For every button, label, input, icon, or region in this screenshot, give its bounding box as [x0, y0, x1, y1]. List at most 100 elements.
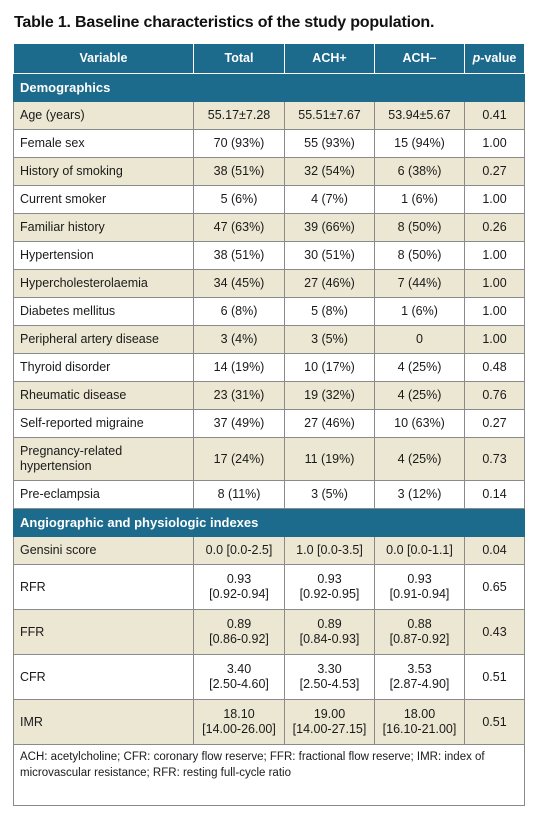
cell-ach-pos: 3.30 [2.50-4.53]: [284, 654, 375, 700]
cell-p-value: 1.00: [464, 129, 525, 158]
cell-total: 34 (45%): [193, 269, 285, 298]
cell-p-value: 0.43: [464, 609, 525, 655]
cell-ach-neg: 15 (94%): [374, 129, 465, 158]
cell-total: 3.40 [2.50-4.60]: [193, 654, 285, 700]
cell-ach-neg: 7 (44%): [374, 269, 465, 298]
table-row: Self-reported migraine 37 (49%) 27 (46%) 10…: [13, 409, 525, 438]
cell-ach-neg: 1 (6%): [374, 185, 465, 214]
cell-ach-pos: 5 (8%): [284, 297, 375, 326]
cell-ach-neg: 0.0 [0.0-1.1]: [374, 536, 465, 565]
table-row: Hypertension 38 (51%) 30 (51%) 8 (50%) 1.00: [13, 241, 525, 270]
cell-ach-neg: 18.00 [16.10-21.00]: [374, 699, 465, 745]
cell-total: 6 (8%): [193, 297, 285, 326]
cell-ach-pos: 19.00 [14.00-27.15]: [284, 699, 375, 745]
table-row: Hypercholesterolaemia 34 (45%) 27 (46%) 7 (…: [13, 269, 525, 298]
cell-p-value: 0.76: [464, 381, 525, 410]
cell-p-value: 0.51: [464, 699, 525, 745]
cell-total: 0.89 [0.86-0.92]: [193, 609, 285, 655]
table-row: Peripheral artery disease 3 (4%) 3 (5%) 0 1.…: [13, 325, 525, 354]
table-row: Rheumatic disease 23 (31%) 19 (32%) 4 (25%)…: [13, 381, 525, 410]
cell-ach-neg: 4 (25%): [374, 437, 465, 481]
cell-p-value: 0.48: [464, 353, 525, 382]
cell-variable: IMR: [13, 699, 194, 745]
cell-total: 18.10 [14.00-26.00]: [193, 699, 285, 745]
table-body: Demographics Age (years) 55.17±7.28 55.51±7…: [13, 73, 525, 806]
table-row: History of smoking 38 (51%) 32 (54%) 6 (38%…: [13, 157, 525, 186]
table-row: Gensini score 0.0 [0.0-2.5] 1.0 [0.0-3.5] 0…: [13, 536, 525, 565]
table-row: CFR 3.40 [2.50-4.60] 3.30 [2.50-4.53] 3.53 [2.…: [13, 654, 525, 700]
table-row: RFR 0.93 [0.92-0.94] 0.93 [0.92-0.95] 0.93 [0.…: [13, 564, 525, 610]
cell-ach-pos: 19 (32%): [284, 381, 375, 410]
cell-variable: Female sex: [13, 129, 194, 158]
cell-ach-pos: 27 (46%): [284, 409, 375, 438]
header-variable: Variable: [13, 44, 194, 74]
cell-total: 17 (24%): [193, 437, 285, 481]
cell-variable: FFR: [13, 609, 194, 655]
header-ach-pos: ACH+: [284, 44, 375, 74]
cell-ach-neg: 1 (6%): [374, 297, 465, 326]
cell-total: 38 (51%): [193, 241, 285, 270]
cell-p-value: 1.00: [464, 297, 525, 326]
header-p-value: p-value: [464, 44, 525, 74]
cell-ach-neg: 3.53 [2.87-4.90]: [374, 654, 465, 700]
cell-variable: Pre-eclampsia: [13, 480, 194, 509]
cell-variable: Gensini score: [13, 536, 194, 565]
cell-variable: Hypertension: [13, 241, 194, 270]
cell-ach-neg: 0: [374, 325, 465, 354]
cell-p-value: 1.00: [464, 269, 525, 298]
cell-ach-pos: 3 (5%): [284, 480, 375, 509]
cell-variable: Hypercholesterolaemia: [13, 269, 194, 298]
cell-ach-neg: 10 (63%): [374, 409, 465, 438]
cell-total: 55.17±7.28: [193, 101, 285, 130]
cell-total: 70 (93%): [193, 129, 285, 158]
cell-ach-neg: 6 (38%): [374, 157, 465, 186]
cell-ach-pos: 3 (5%): [284, 325, 375, 354]
cell-variable: Diabetes mellitus: [13, 297, 194, 326]
cell-p-value: 0.27: [464, 409, 525, 438]
table-row: Pregnancy-related hypertension 17 (24%) 11…: [13, 437, 525, 481]
cell-total: 3 (4%): [193, 325, 285, 354]
header-row: Variable Total ACH+ ACH– p-value: [13, 44, 525, 74]
table-row: Pre-eclampsia 8 (11%) 3 (5%) 3 (12%) 0.14: [13, 480, 525, 509]
cell-ach-pos: 0.89 [0.84-0.93]: [284, 609, 375, 655]
cell-p-value: 1.00: [464, 185, 525, 214]
cell-p-value: 0.14: [464, 480, 525, 509]
table-footnote: ACH: acetylcholine; CFR: coronary flow r…: [13, 744, 525, 806]
cell-p-value: 0.51: [464, 654, 525, 700]
cell-p-value: 0.04: [464, 536, 525, 565]
cell-ach-neg: 53.94±5.67: [374, 101, 465, 130]
footnote-row: ACH: acetylcholine; CFR: coronary flow r…: [13, 744, 525, 806]
cell-ach-pos: 32 (54%): [284, 157, 375, 186]
cell-variable: History of smoking: [13, 157, 194, 186]
cell-ach-neg: 4 (25%): [374, 353, 465, 382]
section-title: Demographics: [13, 73, 525, 102]
cell-ach-pos: 55 (93%): [284, 129, 375, 158]
cell-variable: Thyroid disorder: [13, 353, 194, 382]
cell-variable: Rheumatic disease: [13, 381, 194, 410]
p-italic: p: [472, 51, 481, 65]
cell-p-value: 0.27: [464, 157, 525, 186]
table-row: Thyroid disorder 14 (19%) 10 (17%) 4 (25%) 0…: [13, 353, 525, 382]
cell-ach-neg: 3 (12%): [374, 480, 465, 509]
cell-total: 0.0 [0.0-2.5]: [193, 536, 285, 565]
cell-total: 14 (19%): [193, 353, 285, 382]
cell-total: 47 (63%): [193, 213, 285, 242]
cell-total: 38 (51%): [193, 157, 285, 186]
cell-ach-pos: 11 (19%): [284, 437, 375, 481]
header-total: Total: [193, 44, 285, 74]
cell-ach-pos: 0.93 [0.92-0.95]: [284, 564, 375, 610]
cell-p-value: 0.41: [464, 101, 525, 130]
cell-variable: Peripheral artery disease: [13, 325, 194, 354]
baseline-characteristics-table: Variable Total ACH+ ACH– p-value Demogra…: [13, 44, 525, 806]
table-row: FFR 0.89 [0.86-0.92] 0.89 [0.84-0.93] 0.88 [0.…: [13, 609, 525, 655]
cell-total: 0.93 [0.92-0.94]: [193, 564, 285, 610]
table-row: Diabetes mellitus 6 (8%) 5 (8%) 1 (6%) 1.00: [13, 297, 525, 326]
cell-variable: Self-reported migraine: [13, 409, 194, 438]
cell-variable: Age (years): [13, 101, 194, 130]
cell-p-value: 0.73: [464, 437, 525, 481]
cell-variable: Familiar history: [13, 213, 194, 242]
table-row: Familiar history 47 (63%) 39 (66%) 8 (50%) 0…: [13, 213, 525, 242]
section-title: Angiographic and physiologic indexes: [13, 508, 525, 537]
section-row: Angiographic and physiologic indexes: [13, 508, 525, 537]
